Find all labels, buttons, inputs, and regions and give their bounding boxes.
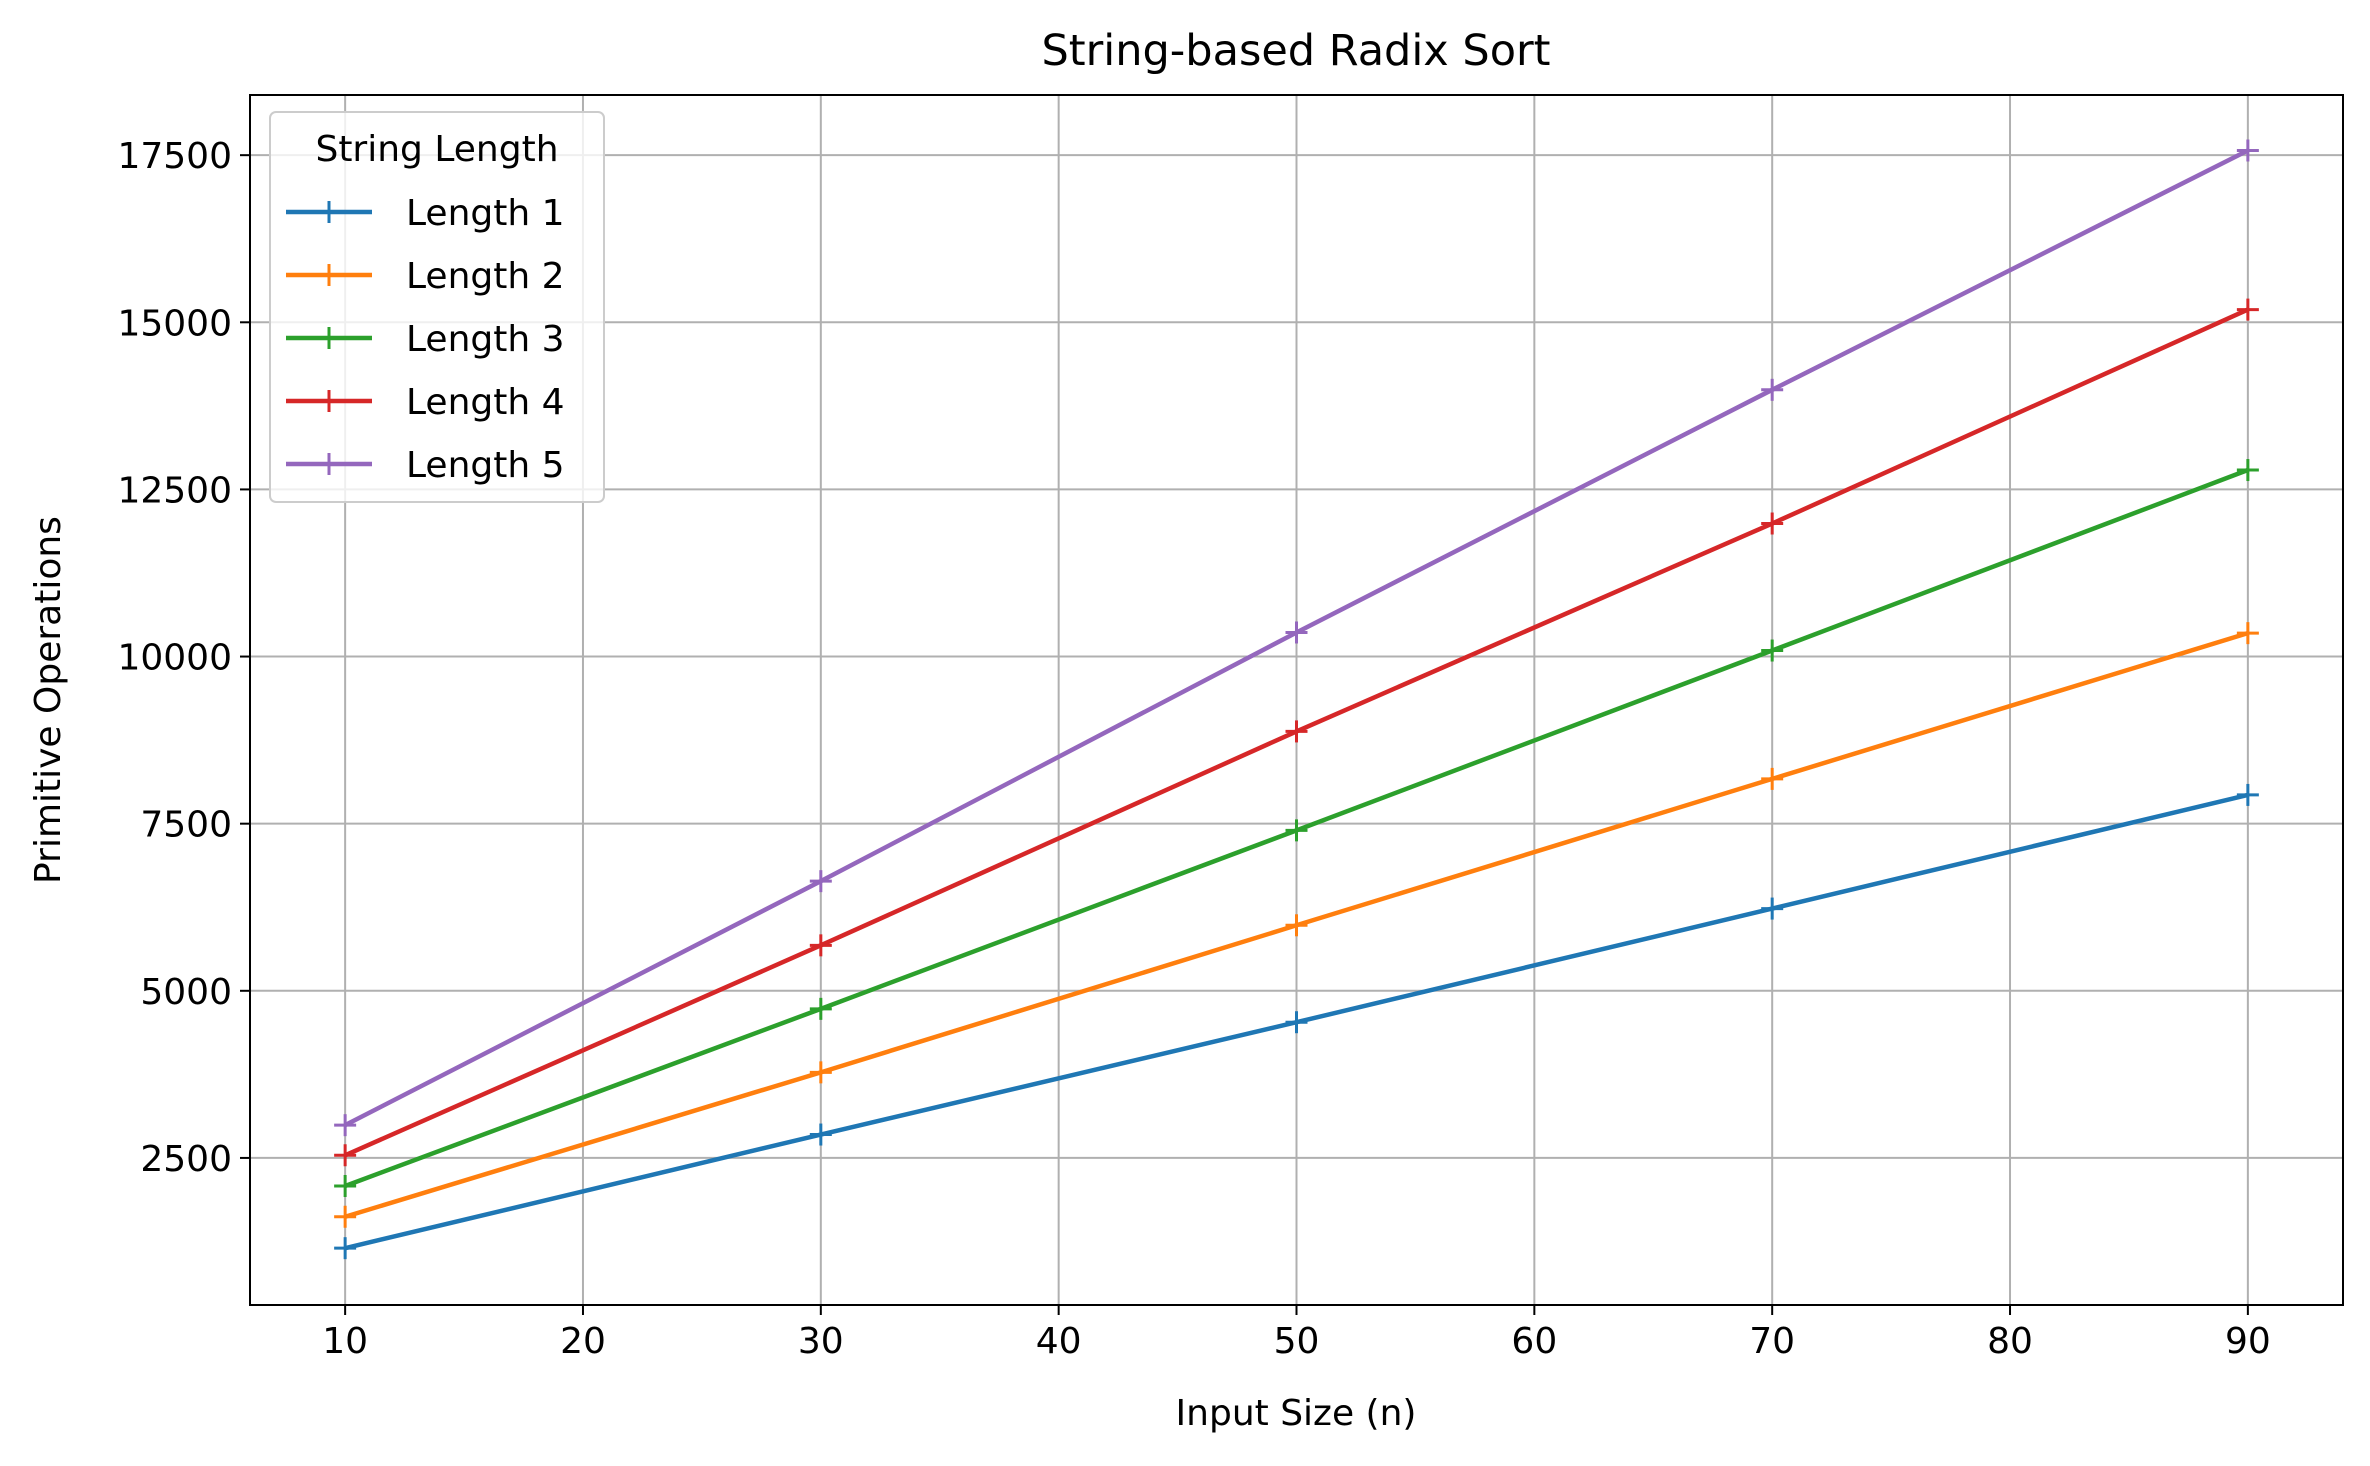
x-tick-label: 80 (1987, 1321, 2033, 1362)
y-axis-label: Primitive Operations (28, 516, 69, 884)
data-point (1285, 914, 1308, 937)
series-3 (334, 459, 2259, 1198)
x-tick-label: 50 (1274, 1321, 1320, 1362)
data-point (2236, 783, 2259, 806)
data-point (1761, 897, 1784, 920)
legend-label: Length 2 (406, 256, 565, 297)
data-point (809, 870, 832, 893)
legend-title: String Length (315, 129, 558, 170)
series-2 (334, 622, 2259, 1228)
data-point (334, 1114, 357, 1137)
legend-item: Length 3 (286, 319, 565, 360)
series-layer (334, 139, 2259, 1260)
data-point (1285, 819, 1308, 842)
data-point (2236, 459, 2259, 482)
y-tick-label: 2500 (140, 1139, 232, 1180)
ticks-layer: 10 20 30 40 50 60 70 80 90 2500 5000 7500 10000 12500… (117, 136, 2270, 1362)
x-tick-label: 40 (1036, 1321, 1082, 1362)
data-point (334, 1175, 357, 1198)
y-tick-label: 17500 (117, 136, 232, 177)
data-point (334, 1205, 357, 1228)
data-point (1285, 1011, 1308, 1034)
legend-label: Length 3 (406, 319, 565, 360)
legend-box (269, 111, 605, 503)
data-point (1761, 639, 1784, 662)
data-point (2236, 298, 2259, 321)
x-tick-label: 30 (798, 1321, 844, 1362)
legend-item: Length 5 (286, 445, 565, 486)
legend-item: Length 4 (286, 382, 565, 423)
y-tick-label: 5000 (140, 972, 232, 1013)
data-point (809, 1123, 832, 1146)
legend-item: Length 1 (286, 193, 565, 234)
data-point (334, 1144, 357, 1167)
y-tick-label: 7500 (140, 805, 232, 846)
data-point (1285, 720, 1308, 743)
data-point (334, 1237, 357, 1260)
y-tick-label: 10000 (117, 638, 232, 679)
data-point (809, 934, 832, 957)
y-tick-label: 12500 (117, 470, 232, 511)
data-point (1761, 512, 1784, 535)
x-tick-label: 90 (2225, 1321, 2271, 1362)
legend-item: Length 2 (286, 256, 565, 297)
series-1 (334, 783, 2259, 1260)
legend-label: Length 1 (406, 193, 565, 234)
x-axis-label: Input Size (n) (1176, 1393, 1417, 1434)
data-point (1285, 621, 1308, 644)
chart-title: String-based Radix Sort (1041, 26, 1550, 76)
legend: String Length Length 1 Length 2 Length 3 Len… (269, 111, 605, 503)
series-5 (334, 139, 2259, 1137)
legend-label: Length 5 (406, 445, 565, 486)
grid-layer (250, 95, 2343, 1305)
y-tick-label: 15000 (117, 303, 232, 344)
x-tick-label: 10 (322, 1321, 368, 1362)
data-point (809, 997, 832, 1020)
x-tick-label: 70 (1749, 1321, 1795, 1362)
data-point (2236, 622, 2259, 645)
data-point (1761, 378, 1784, 401)
series-4 (334, 298, 2259, 1167)
legend-label: Length 4 (406, 382, 565, 423)
x-tick-label: 60 (1511, 1321, 1557, 1362)
data-point (2236, 139, 2259, 162)
x-tick-label: 20 (560, 1321, 606, 1362)
data-point (1761, 767, 1784, 790)
data-point (809, 1061, 832, 1084)
